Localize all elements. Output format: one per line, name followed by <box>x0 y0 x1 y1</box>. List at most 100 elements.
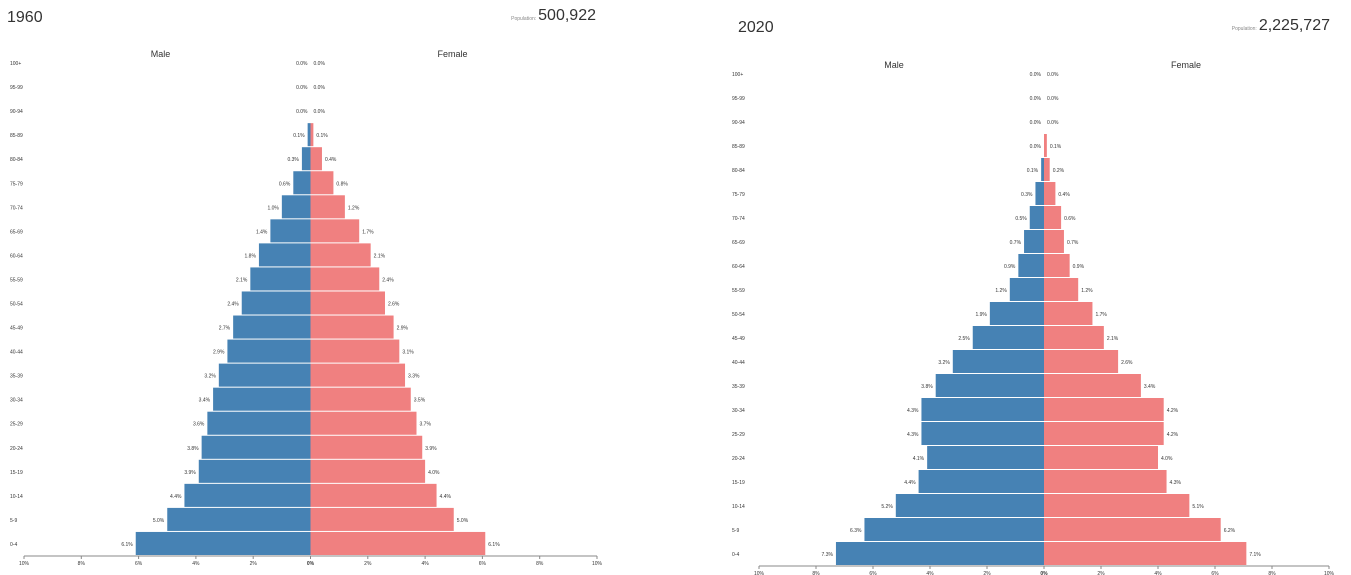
bar-male-40-44 <box>952 350 1044 373</box>
age-label: 90-94 <box>10 109 23 115</box>
male-value-label: 0.0% <box>296 85 308 91</box>
bar-female-40-44 <box>310 339 400 363</box>
population-label: Population: <box>511 16 537 22</box>
female-value-label: 4.0% <box>1161 456 1173 462</box>
male-value-label: 1.9% <box>975 312 987 318</box>
male-value-label: 0.0% <box>1030 72 1042 78</box>
age-label: 95-99 <box>732 96 745 102</box>
population-readout: Population: 2,225,727 <box>1232 17 1330 35</box>
age-label: 40-44 <box>10 350 23 356</box>
female-value-label: 0.8% <box>336 181 348 187</box>
female-value-label: 1.2% <box>1081 288 1093 294</box>
bar-male-20-24 <box>927 446 1044 469</box>
age-label: 60-64 <box>10 253 23 259</box>
bar-female-85-89 <box>1044 134 1047 157</box>
age-label: 25-29 <box>10 422 23 428</box>
male-value-label: 0.0% <box>296 109 308 115</box>
female-value-label: 2.1% <box>374 253 386 259</box>
female-value-label: 4.2% <box>1167 432 1179 438</box>
female-value-label: 1.2% <box>348 205 360 211</box>
age-label: 100+ <box>732 72 743 78</box>
age-label: 30-34 <box>732 408 745 414</box>
bar-female-70-74 <box>1044 206 1062 229</box>
female-value-label: 1.7% <box>1095 312 1107 318</box>
pyramid-chart: Male Female 0-4 7.3% 7.1% 5-9 6.3% 6.2% 10-14 5.2… <box>732 60 1335 575</box>
pyramid-panel-1960: 1960 Population: 500,922 Male Female 0-4 6.1… <box>0 0 660 575</box>
male-value-label: 0.3% <box>287 157 299 163</box>
female-value-label: 0.0% <box>1047 72 1059 78</box>
female-value-label: 2.1% <box>1107 336 1119 342</box>
bar-female-65-69 <box>1044 230 1064 253</box>
bar-female-10-14 <box>1044 494 1190 517</box>
age-label: 75-79 <box>10 181 23 187</box>
female-value-label: 3.9% <box>425 446 437 452</box>
bar-male-65-69 <box>270 219 311 243</box>
female-value-label: 2.6% <box>1121 360 1133 366</box>
male-value-label: 6.3% <box>850 528 862 534</box>
male-value-label: 2.7% <box>219 326 231 332</box>
male-value-label: 3.2% <box>204 374 216 380</box>
bar-male-80-84 <box>1041 158 1044 181</box>
male-value-label: 1.2% <box>995 288 1007 294</box>
x-tick-label: 0% <box>1040 571 1048 575</box>
x-tick-label: 10% <box>19 561 30 567</box>
x-tick-label: 10% <box>592 561 603 567</box>
bar-female-40-44 <box>1044 350 1119 373</box>
population-value: 500,922 <box>538 7 596 24</box>
male-value-label: 5.0% <box>153 518 165 524</box>
bar-male-15-19 <box>918 470 1044 493</box>
age-label: 90-94 <box>732 120 745 126</box>
bar-male-75-79 <box>1035 182 1044 205</box>
bar-male-35-39 <box>218 363 311 387</box>
bar-male-70-74 <box>1029 206 1044 229</box>
bar-male-0-4 <box>835 542 1044 565</box>
bar-male-25-29 <box>921 422 1044 445</box>
bar-female-25-29 <box>310 411 417 435</box>
bar-male-40-44 <box>227 339 311 363</box>
male-value-label: 1.8% <box>245 253 257 259</box>
pyramid-panel-2020: 2020 Population: 2,225,727 Male Female 0-4 7… <box>730 0 1351 575</box>
bar-male-45-49 <box>233 315 311 339</box>
bar-female-85-89 <box>310 123 314 147</box>
x-tick-label: 2% <box>364 561 372 567</box>
male-value-label: 0.5% <box>1015 216 1027 222</box>
population-readout: Population: 500,922 <box>511 7 596 25</box>
x-tick-label: 10% <box>754 571 765 575</box>
age-label: 60-64 <box>732 264 745 270</box>
male-value-label: 0.7% <box>1010 240 1022 246</box>
male-value-label: 4.4% <box>170 494 182 500</box>
age-label: 0-4 <box>10 542 17 548</box>
bar-male-65-69 <box>1024 230 1044 253</box>
female-value-label: 7.1% <box>1249 552 1261 558</box>
x-tick-label: 2% <box>1097 571 1105 575</box>
age-label: 45-49 <box>10 326 23 332</box>
age-label: 35-39 <box>732 384 745 390</box>
bar-female-75-79 <box>310 171 334 195</box>
male-value-label: 0.1% <box>293 133 305 139</box>
x-tick-label: 6% <box>1211 571 1219 575</box>
female-value-label: 0.0% <box>314 61 326 67</box>
male-value-label: 2.5% <box>958 336 970 342</box>
male-value-label: 7.3% <box>822 552 834 558</box>
bar-female-60-64 <box>310 243 371 267</box>
bar-male-60-64 <box>258 243 311 267</box>
female-value-label: 2.9% <box>397 326 409 332</box>
female-value-label: 2.4% <box>382 277 394 283</box>
age-label: 15-19 <box>10 470 23 476</box>
female-value-label: 3.5% <box>414 398 426 404</box>
bar-female-35-39 <box>1044 374 1141 397</box>
bar-male-80-84 <box>301 147 311 171</box>
female-value-label: 4.2% <box>1167 408 1179 414</box>
bar-male-30-34 <box>921 398 1044 421</box>
bar-male-60-64 <box>1018 254 1044 277</box>
bar-female-30-34 <box>310 387 411 411</box>
bar-male-10-14 <box>895 494 1044 517</box>
age-label: 20-24 <box>10 446 23 452</box>
bar-female-15-19 <box>1044 470 1167 493</box>
bar-female-15-19 <box>310 459 426 483</box>
bar-female-5-9 <box>1044 518 1221 541</box>
series-header-female: Female <box>1171 60 1201 70</box>
male-value-label: 3.2% <box>938 360 950 366</box>
x-tick-label: 0% <box>307 561 315 567</box>
female-value-label: 3.1% <box>402 350 414 356</box>
